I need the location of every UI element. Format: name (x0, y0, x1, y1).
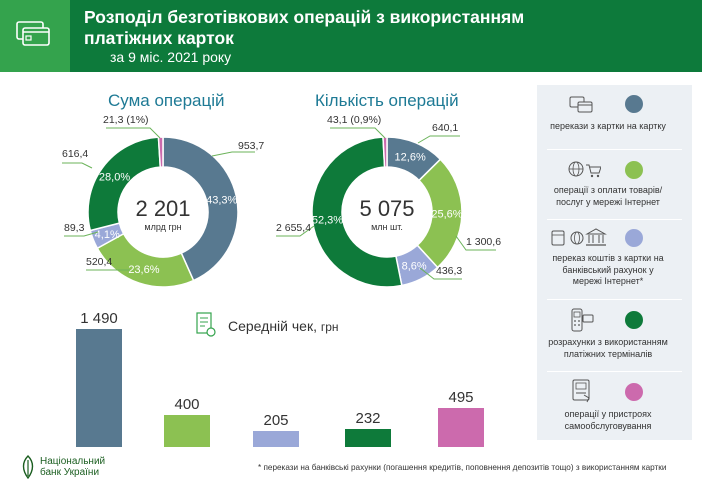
legend-dot-terminals (625, 311, 643, 329)
legend-label-transfer-bank-account: переказ коштів з картки на банківський р… (552, 253, 664, 286)
legend-divider (547, 371, 682, 372)
bar-card-to-card (76, 329, 122, 447)
bar-value-label-card-to-card: 1 490 (80, 310, 118, 327)
bar-value-label-terminals: 232 (355, 409, 381, 427)
legend-divider (547, 149, 682, 150)
legend: перекази з картки на картку операції з о… (537, 85, 692, 440)
page-subtitle: за 9 міс. 2021 року (110, 49, 232, 65)
donut-leader-internet-payments (455, 235, 496, 251)
card-to-card-icon (569, 96, 593, 113)
donut-leader-self-service (106, 127, 161, 139)
donut-value-label-card-to-card: 640,1 (432, 122, 458, 134)
bar-terminals (345, 428, 391, 447)
donut-center-unit: млн шт. (371, 222, 403, 232)
donut-value-label-internet-payments: 520,4 (86, 256, 112, 268)
donut-pct-label-terminals: 52,3% (312, 215, 343, 227)
donut-pct-label-terminals: 28,0% (99, 172, 130, 184)
donut-center-value: 5 075 (359, 196, 414, 221)
pos-terminal-icon (571, 308, 594, 332)
donut-pct-label-card-to-card: 43,3% (206, 195, 237, 207)
nbu-logo-text: Національний банк України (40, 456, 105, 478)
bar-chart-title-unit: грн (320, 320, 339, 334)
payment-cards-icon (16, 21, 50, 46)
donut-value-label-internet-payments: 1 300,6 (466, 236, 501, 248)
donut-value-label-card-to-card: 953,7 (238, 140, 264, 152)
pie-title-sum: Сума операцій (108, 91, 225, 110)
legend-label-card-to-card: перекази з картки на картку (550, 121, 666, 131)
donut-value-label-terminals: 616,4 (62, 148, 88, 160)
bar-chart-title-text: Середній чек, (228, 318, 317, 334)
donut-slice-self-service (157, 136, 164, 168)
legend-dot-self-service (625, 383, 643, 401)
donut-center-unit: млрд грн (144, 222, 181, 232)
donut-charts: 43,3% 953,7 23,6% 520,4 4,1% 89,3 28,0% 616,4 21… (62, 114, 501, 288)
atm-icon (572, 379, 590, 403)
bar-transfer-bank-account (253, 430, 299, 447)
bar-chart-title: Середній чек, грн (228, 318, 339, 334)
bar-internet-payments (164, 415, 210, 447)
donut-pct-label-internet-payments: 25,6% (431, 209, 462, 221)
globe-cart-icon (568, 161, 601, 178)
bar-value-label-self-service: 495 (448, 388, 474, 406)
donut-value-label-terminals: 2 655,4 (276, 222, 311, 234)
nbu-logo-line2: банк України (40, 467, 100, 478)
legend-dot-internet-payments (625, 161, 643, 179)
legend-label-terminals: розрахунки з використанням платіжних тер… (548, 337, 668, 359)
receipt-icon (196, 312, 216, 337)
donut-value-label-transfer-bank-account: 89,3 (64, 222, 85, 234)
nbu-logo-line1: Національний (40, 456, 106, 467)
pie-title-count: Кількість операцій (315, 91, 459, 110)
legend-dot-transfer-bank-account (625, 229, 643, 247)
donut-leader-self-service (330, 127, 386, 139)
donut-leader-card-to-card (211, 151, 255, 157)
header-icon-box (0, 0, 70, 72)
donut-leader-terminals (62, 162, 93, 169)
donut-slice-card-to-card (162, 136, 239, 282)
legend-label-self-service: операції у пристроях самообслуговування (564, 409, 652, 431)
legend-divider (547, 299, 682, 300)
donut-leader-card-to-card (417, 135, 460, 144)
donut-leader-transfer-bank-account (64, 231, 99, 237)
header: Розподіл безготівкових операцій з викори… (0, 0, 702, 72)
header-bar (70, 0, 702, 72)
donut-value-label-transfer-bank-account: 436,3 (436, 265, 462, 277)
card-globe-bank-icon (551, 228, 607, 246)
bar-self-service (438, 407, 484, 447)
donut-pct-label-transfer-bank-account: 4,1% (95, 229, 120, 241)
donut-pct-label-internet-payments: 23,6% (128, 264, 159, 276)
donut-center-value: 2 201 (135, 196, 190, 221)
donut-value-label-self-service: 21,3 (1%) (103, 114, 149, 126)
footnote: * перекази на банківські рахунки (погаше… (258, 463, 667, 472)
donut-pct-label-transfer-bank-account: 8,6% (402, 261, 427, 273)
donut-pct-label-card-to-card: 12,6% (395, 152, 426, 164)
bar-value-label-transfer-bank-account: 205 (263, 411, 289, 429)
bar-value-label-internet-payments: 400 (174, 396, 200, 414)
donut-leader-transfer-bank-account (419, 267, 462, 280)
legend-divider (547, 219, 682, 220)
donut-leader-terminals (276, 225, 315, 237)
page-title: Розподіл безготівкових операцій з викори… (84, 7, 525, 48)
nbu-logo-icon (22, 455, 34, 480)
legend-label-internet-payments: операції з оплати товарів/ послуг у мере… (553, 185, 663, 207)
legend-dot-card-to-card (625, 95, 643, 113)
donut-value-label-self-service: 43,1 (0,9%) (327, 114, 381, 126)
donut-slice-terminals (311, 136, 403, 288)
